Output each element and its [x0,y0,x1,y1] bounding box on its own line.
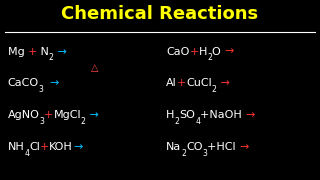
Text: AgNO: AgNO [8,110,40,120]
Text: →: → [86,110,99,120]
Text: →: → [73,142,82,152]
Text: →: → [217,78,229,88]
Text: +: + [28,47,37,57]
Text: Cl: Cl [29,142,40,152]
Text: →: → [239,142,249,152]
Text: →: → [224,47,234,57]
Text: 2: 2 [49,53,54,62]
Text: 2: 2 [175,117,180,126]
Text: Al: Al [166,78,177,88]
Text: →: → [245,110,254,120]
Text: 4: 4 [195,117,200,126]
Text: CO: CO [186,142,203,152]
Text: →: → [44,78,60,88]
Text: NH: NH [8,142,25,152]
Text: +: + [40,142,50,152]
Text: →: → [54,47,67,57]
Text: +NaOH: +NaOH [200,110,245,120]
Text: Mg: Mg [8,47,28,57]
Text: +HCl: +HCl [207,142,240,152]
Text: 3: 3 [39,85,44,94]
Text: 2: 2 [81,117,86,126]
Text: Chemical Reactions: Chemical Reactions [61,5,259,23]
Text: 3: 3 [39,117,44,126]
Text: CaCO: CaCO [8,78,39,88]
Text: 2: 2 [212,85,217,94]
Text: 3: 3 [203,149,208,158]
Text: Na: Na [166,142,181,152]
Text: CaO: CaO [166,47,190,57]
Text: N: N [37,47,49,57]
Text: H: H [199,47,207,57]
Text: O: O [212,47,224,57]
Text: SO: SO [180,110,195,120]
Text: CuCl: CuCl [186,78,212,88]
Text: +: + [44,110,53,120]
Text: MgCl: MgCl [53,110,81,120]
Text: KOH: KOH [49,142,73,152]
Text: H: H [166,110,175,120]
Text: 2: 2 [181,149,186,158]
Text: +: + [189,47,199,57]
Text: △: △ [91,63,99,73]
Text: +: + [177,78,186,88]
Text: 2: 2 [207,53,212,62]
Text: 4: 4 [24,149,29,158]
